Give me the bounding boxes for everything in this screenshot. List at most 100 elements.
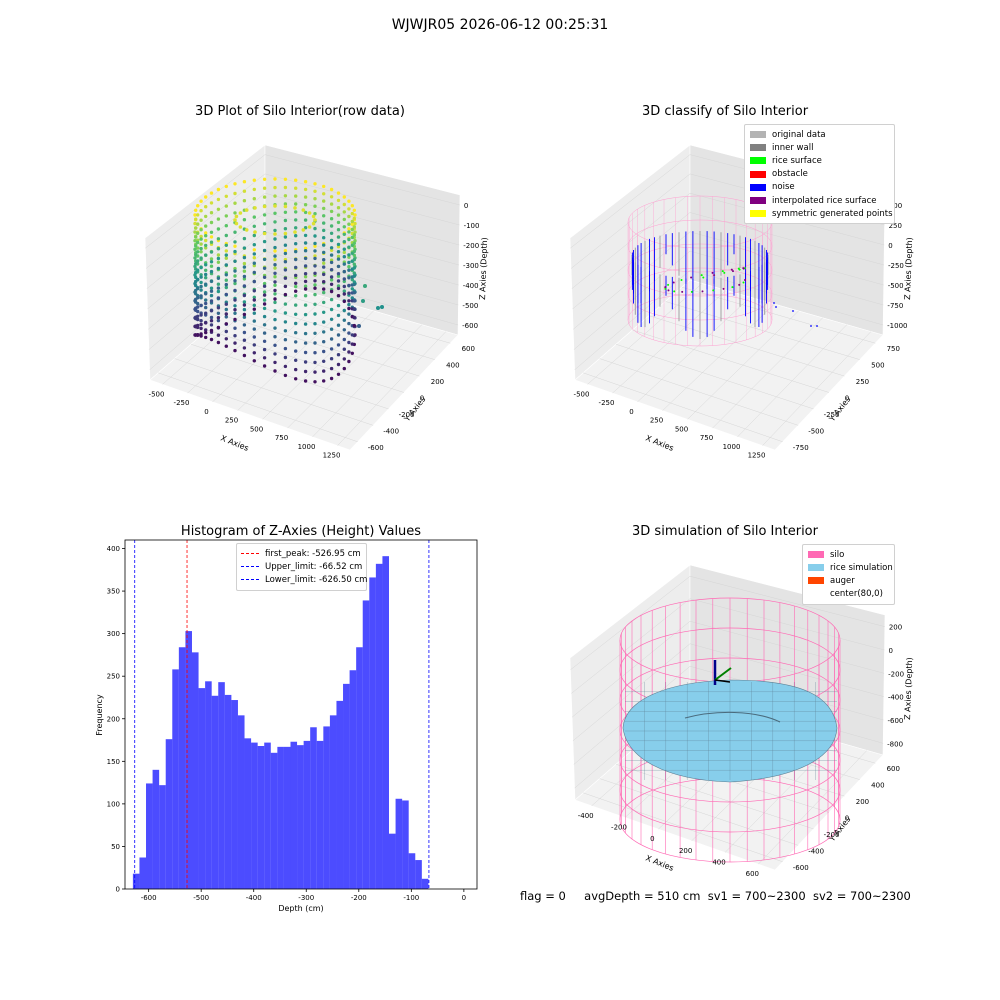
raw-point — [329, 224, 334, 228]
raw-point — [242, 269, 247, 273]
raw-point — [224, 312, 228, 316]
raw-point — [199, 199, 203, 203]
raw-point — [342, 240, 346, 244]
histogram-bar — [323, 726, 330, 889]
raw-point — [352, 323, 356, 328]
histogram-bar — [205, 681, 212, 889]
raw-point — [336, 191, 341, 195]
raw-point — [252, 311, 256, 315]
raw-point — [347, 299, 351, 303]
raw-point — [303, 360, 308, 364]
raw-point — [322, 300, 326, 305]
raw-point — [216, 276, 221, 280]
raw-point — [329, 278, 334, 282]
classify-surface-point — [664, 287, 667, 290]
raw-point — [336, 274, 341, 278]
raw-point — [283, 210, 288, 214]
classify-surface-point — [680, 279, 683, 281]
raw-point — [322, 250, 326, 255]
histogram-bar — [146, 783, 153, 889]
raw-point — [233, 182, 237, 186]
histogram-bar — [389, 833, 396, 889]
sim-xtick: -200 — [611, 824, 627, 832]
raw-point — [209, 279, 214, 284]
raw-point — [294, 273, 298, 278]
raw-point — [283, 243, 288, 247]
raw-point — [252, 270, 256, 275]
histogram-bar — [270, 752, 278, 889]
raw-point — [216, 296, 221, 300]
classify-surface-point — [664, 286, 667, 289]
raw-point — [294, 186, 298, 190]
raw-point — [329, 231, 334, 235]
histogram-bar — [264, 742, 271, 889]
raw-point — [313, 292, 317, 297]
raw-point — [303, 312, 308, 317]
raw-point — [329, 357, 334, 361]
raw-xtick: 1250 — [323, 452, 341, 460]
classify-noise-point — [792, 310, 794, 312]
raw-point — [262, 222, 267, 226]
classify-legend-item: interpolated rice surface — [750, 194, 889, 207]
raw-point — [294, 349, 298, 353]
raw-point — [342, 284, 346, 289]
raw-point — [329, 307, 334, 312]
raw-point — [350, 277, 354, 282]
raw-point — [252, 303, 256, 307]
raw-point — [273, 266, 277, 270]
raw-point — [199, 228, 203, 232]
raw-point — [216, 227, 221, 231]
raw-point — [336, 372, 341, 376]
raw-point — [204, 253, 208, 257]
histogram-bar — [356, 647, 363, 889]
raw-point — [313, 341, 317, 345]
raw-point — [224, 253, 228, 257]
raw-point — [342, 292, 346, 296]
raw-point — [313, 204, 317, 208]
raw-point — [347, 199, 351, 203]
raw-point — [242, 303, 247, 307]
cls-ztick: 500 — [889, 202, 902, 210]
raw-point — [233, 334, 237, 338]
raw-point — [242, 307, 247, 312]
raw-point — [273, 177, 277, 181]
raw-point — [329, 282, 334, 286]
raw-point — [262, 364, 267, 368]
raw-point — [209, 328, 214, 333]
raw-point — [336, 284, 341, 288]
raw-point — [294, 257, 298, 262]
raw-point — [336, 235, 341, 239]
raw-point — [224, 285, 228, 290]
raw-point — [342, 269, 346, 274]
raw-point — [194, 235, 198, 239]
raw-point — [216, 311, 221, 315]
histogram-ytick-label: 50 — [111, 843, 120, 851]
histogram-bar — [369, 577, 376, 889]
raw-point — [347, 222, 351, 226]
raw-point — [193, 247, 197, 251]
raw-point — [262, 306, 267, 311]
raw-point — [322, 265, 326, 269]
raw-point — [303, 303, 308, 307]
cls-ytick: 500 — [871, 362, 884, 370]
raw-point — [209, 230, 214, 234]
simulation-legend-label: silo — [830, 549, 845, 560]
histogram-ytick-label: 200 — [107, 715, 120, 723]
raw-xtick: 750 — [275, 434, 288, 442]
raw-point — [273, 245, 277, 250]
raw-point — [303, 264, 308, 268]
raw-point — [193, 239, 197, 243]
sim-ytick: 400 — [871, 782, 884, 790]
histogram-bar — [191, 652, 199, 889]
raw-point — [342, 308, 346, 313]
raw-point — [262, 314, 267, 319]
raw-point — [353, 221, 357, 226]
raw-point — [209, 191, 214, 195]
raw-point — [196, 231, 200, 235]
raw-point — [313, 283, 317, 287]
raw-point — [329, 275, 334, 279]
raw-point — [273, 288, 277, 293]
histogram-bar — [178, 647, 186, 889]
raw-point — [313, 249, 317, 253]
raw-xtick: -250 — [174, 399, 190, 407]
